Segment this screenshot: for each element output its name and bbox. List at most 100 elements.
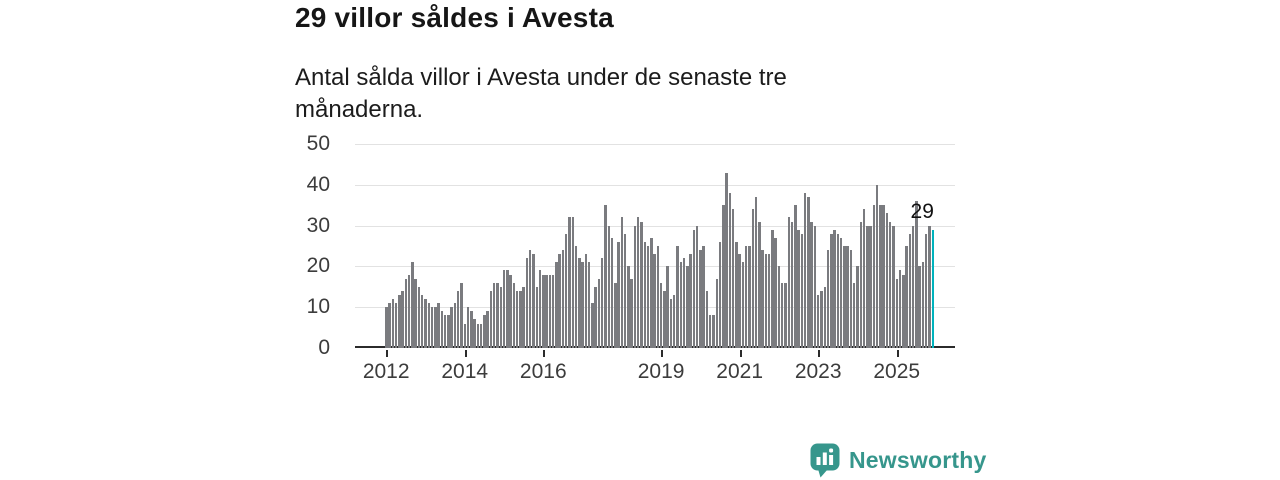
bar <box>728 192 732 348</box>
bar <box>695 225 699 348</box>
bar <box>895 278 899 348</box>
bar <box>499 286 503 348</box>
bar <box>843 246 846 348</box>
bar <box>564 233 568 348</box>
x-axis-label: 2016 <box>519 360 567 383</box>
bar <box>764 254 768 348</box>
y-axis-label: 10 <box>306 295 330 319</box>
bar <box>849 250 853 348</box>
bar <box>519 290 522 348</box>
bar <box>555 262 558 348</box>
bar <box>905 246 908 348</box>
bar <box>633 225 637 348</box>
x-axis-label: 2025 <box>873 360 921 383</box>
bar <box>656 246 660 348</box>
x-axis-label: 2023 <box>794 360 842 383</box>
bar <box>715 278 719 348</box>
x-axis-label: 2014 <box>441 360 489 383</box>
bar <box>532 254 535 348</box>
bar <box>784 282 787 348</box>
bar <box>614 282 617 348</box>
bar <box>682 258 686 348</box>
bar <box>862 209 866 348</box>
x-axis-tick <box>739 350 742 357</box>
bar <box>437 303 440 348</box>
bar <box>427 303 431 348</box>
bar <box>866 225 869 348</box>
x-axis-tick <box>386 350 389 357</box>
bar <box>525 258 529 348</box>
bar <box>708 315 712 348</box>
bar <box>718 241 722 348</box>
bar <box>924 233 928 348</box>
bar <box>869 225 872 348</box>
bar <box>646 246 650 348</box>
y-axis-label: 20 <box>306 254 330 278</box>
bar <box>738 254 741 348</box>
bar <box>669 299 673 348</box>
bar <box>813 225 817 348</box>
bar <box>623 233 627 348</box>
bar <box>391 299 395 348</box>
bar <box>568 217 571 348</box>
bar <box>424 299 427 348</box>
highlight-bar <box>931 229 935 348</box>
bar <box>492 282 496 348</box>
newsworthy-bar-chart-bubble-icon <box>810 443 840 478</box>
bar <box>705 290 709 348</box>
bar <box>450 307 453 348</box>
bar <box>483 315 486 348</box>
x-axis-tick <box>464 350 467 357</box>
bar <box>888 221 892 348</box>
bar <box>803 192 807 348</box>
bar <box>807 197 810 348</box>
bar <box>741 262 745 348</box>
brand-name: Newsworthy <box>849 447 987 473</box>
bar <box>542 274 545 348</box>
bar <box>839 237 843 348</box>
bar <box>908 233 912 348</box>
bar <box>600 258 604 348</box>
bar <box>666 266 669 348</box>
bar <box>512 282 516 348</box>
bar <box>414 278 417 348</box>
bar <box>443 315 447 348</box>
bar <box>875 184 879 348</box>
y-axis-label: 40 <box>306 172 330 196</box>
bar <box>722 205 725 348</box>
x-axis-tick <box>818 350 821 357</box>
bar <box>548 274 552 348</box>
bar <box>754 197 758 348</box>
bar <box>411 262 414 348</box>
bar <box>479 323 483 348</box>
bar <box>610 237 614 348</box>
bar <box>538 270 542 348</box>
bar <box>859 221 863 348</box>
bar <box>522 286 525 348</box>
bar <box>434 307 437 348</box>
bar <box>401 290 404 348</box>
bar <box>456 290 460 348</box>
bar <box>915 201 918 348</box>
bar <box>417 286 421 348</box>
bar <box>885 213 889 348</box>
bar <box>777 266 781 348</box>
bar <box>643 241 647 348</box>
bar <box>430 307 434 348</box>
bar <box>852 282 856 348</box>
bar <box>460 282 463 348</box>
bar <box>597 278 601 348</box>
y-axis-label: 0 <box>318 336 330 359</box>
bar <box>476 323 480 348</box>
bar <box>574 246 578 348</box>
bar <box>731 209 735 348</box>
gridline <box>355 184 955 186</box>
page-title: 29 villor såldes i Avesta <box>295 2 614 33</box>
bar <box>594 286 597 348</box>
bar <box>404 278 408 348</box>
x-axis-tick <box>661 350 664 357</box>
bar <box>627 266 630 348</box>
bar <box>676 246 679 348</box>
bar <box>407 274 411 348</box>
